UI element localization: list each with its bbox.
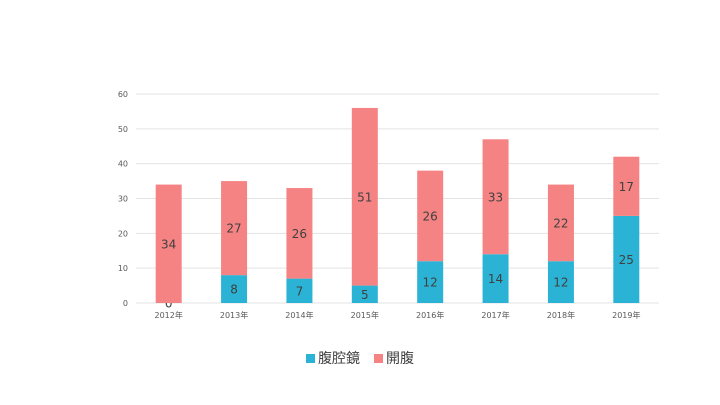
legend-swatch-laparoscopic [306, 353, 315, 363]
data-label: 14 [488, 272, 503, 286]
x-tick-label: 2015年 [351, 310, 379, 320]
y-tick-label: 60 [118, 90, 128, 99]
x-tick-label: 2017年 [481, 310, 509, 320]
bar-laparoscopic [221, 275, 248, 303]
data-label: 27 [226, 222, 241, 236]
x-tick-label: 2018年 [547, 310, 575, 320]
x-tick-label: 2016年 [416, 310, 444, 320]
bar-laparoscopic [286, 278, 313, 303]
y-tick-label: 50 [118, 125, 128, 134]
bar-open-surgery [286, 188, 313, 279]
data-label: 12 [553, 276, 568, 290]
bar-open-surgery [482, 139, 509, 255]
bar-laparoscopic [547, 261, 574, 303]
data-label: 7 [296, 284, 304, 298]
legend: 腹腔鏡 開腹 [0, 348, 720, 368]
legend-item-open-surgery: 開腹 [374, 348, 414, 368]
bar-laparoscopic [417, 261, 444, 303]
data-label: 33 [488, 190, 503, 204]
legend-item-laparoscopic: 腹腔鏡 [306, 348, 360, 368]
data-label: 5 [361, 288, 369, 302]
data-label: 8 [230, 283, 238, 297]
x-tick-label: 2019年 [612, 310, 640, 320]
legend-label-laparoscopic: 腹腔鏡 [318, 351, 360, 367]
bar-open-surgery [417, 170, 444, 262]
bar-open-surgery [547, 184, 574, 262]
data-label: 0 [165, 297, 173, 311]
bar-laparoscopic [613, 215, 640, 303]
y-tick-label: 20 [118, 229, 128, 238]
x-tick-label: 2013年 [220, 310, 248, 320]
legend-swatch-open-surgery [374, 353, 383, 363]
bar-laparoscopic [482, 254, 509, 303]
data-label: 12 [423, 276, 438, 290]
data-label: 34 [161, 237, 176, 251]
legend-label-open-surgery: 開腹 [386, 351, 414, 367]
y-tick-label: 0 [123, 299, 128, 308]
bar-open-surgery [155, 184, 182, 303]
data-label: 17 [619, 180, 634, 194]
data-label: 26 [292, 227, 307, 241]
x-tick-label: 2012年 [155, 310, 183, 320]
data-label: 26 [423, 209, 438, 223]
bar-open-surgery [221, 181, 248, 276]
data-label: 51 [357, 190, 372, 204]
bar-laparoscopic [351, 285, 378, 303]
bar-open-surgery [351, 107, 378, 286]
x-tick-label: 2014年 [285, 310, 313, 320]
data-label: 22 [553, 216, 568, 230]
y-tick-label: 10 [118, 264, 128, 273]
y-tick-label: 30 [118, 195, 128, 204]
bar-open-surgery [613, 156, 640, 216]
y-tick-label: 40 [118, 160, 128, 169]
data-label: 25 [619, 253, 634, 267]
